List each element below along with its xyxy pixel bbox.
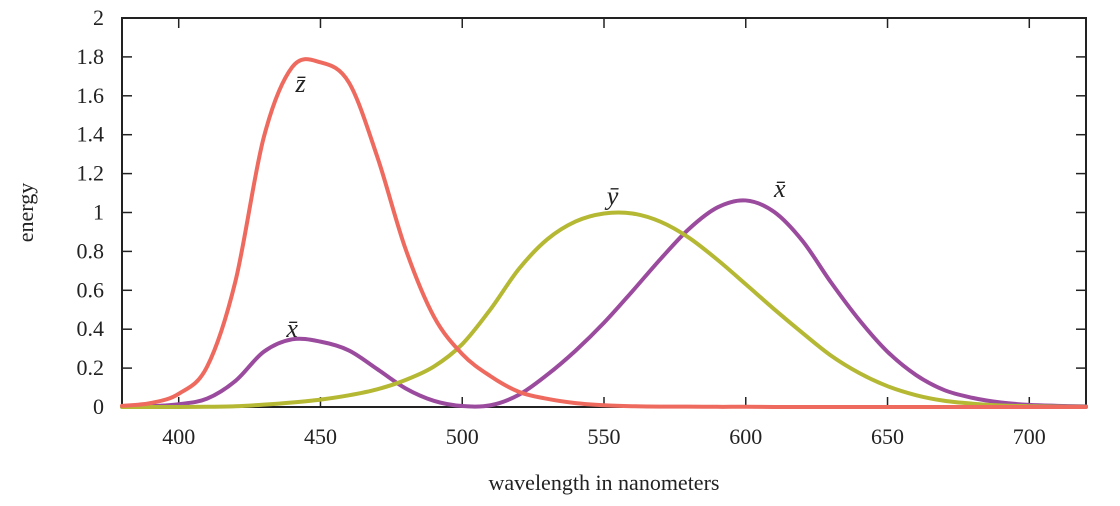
y-tick-label: 0.2 bbox=[77, 355, 105, 380]
series-line-y-bar bbox=[120, 210, 1088, 410]
y-tick-label: 1 bbox=[93, 200, 104, 225]
y-axis: 0 0.2 0.4 0.6 0.8 1 1.2 1.4 1.6 1.8 2 bbox=[77, 5, 1086, 419]
y-tick-label: 1.6 bbox=[77, 83, 105, 108]
y-tick-label: 0.4 bbox=[77, 316, 105, 341]
curve-label-x-bar: x̄ bbox=[773, 174, 786, 203]
x-axis: 400 450 500 550 600 650 700 bbox=[162, 18, 1046, 449]
y-tick-label: 0.6 bbox=[77, 277, 105, 302]
curve-label-x-bar: x̄ bbox=[285, 314, 298, 343]
y-tick-label: 0 bbox=[93, 394, 104, 419]
curve-label-z-bar: z̄ bbox=[295, 69, 307, 98]
x-tick-label: 650 bbox=[871, 424, 904, 449]
y-tick-label: 1.8 bbox=[77, 44, 105, 69]
series-layer bbox=[120, 57, 1088, 410]
y-tick-label: 1.2 bbox=[77, 161, 105, 186]
x-tick-label: 400 bbox=[162, 424, 195, 449]
curve-label-y-bar: ȳ bbox=[604, 182, 619, 211]
x-tick-label: 550 bbox=[588, 424, 621, 449]
y-axis-title: energy bbox=[13, 183, 38, 242]
x-axis-title: wavelength in nanometers bbox=[489, 470, 720, 495]
x-tick-label: 700 bbox=[1013, 424, 1046, 449]
y-tick-label: 2 bbox=[93, 5, 104, 30]
x-tick-label: 500 bbox=[446, 424, 479, 449]
y-tick-label: 0.8 bbox=[77, 238, 105, 263]
x-tick-label: 450 bbox=[304, 424, 337, 449]
x-tick-label: 600 bbox=[729, 424, 762, 449]
series-line-z-bar bbox=[120, 57, 1088, 410]
series-line-x-bar bbox=[120, 198, 1088, 409]
y-tick-label: 1.4 bbox=[77, 122, 105, 147]
curve-labels: x̄ x̄ ȳ z̄ bbox=[285, 69, 786, 343]
